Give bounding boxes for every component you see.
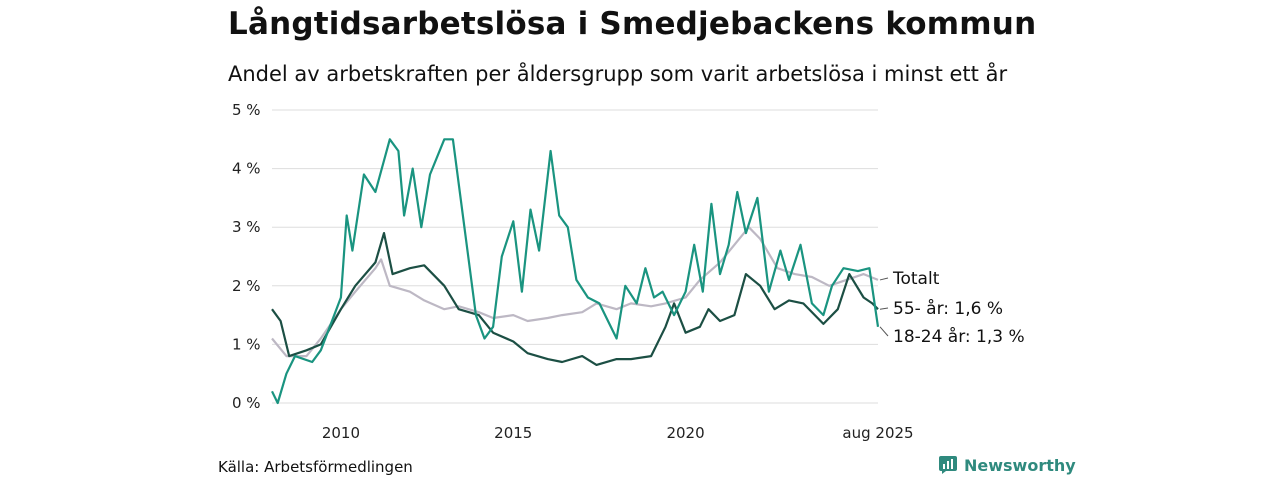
brand-name: Newsworthy <box>964 455 1076 475</box>
x-axis-ticks: 2010 2015 2020 aug 2025 <box>322 424 914 442</box>
series-line <box>271 226 879 358</box>
y-tick-label: 4 % <box>232 160 261 178</box>
x-tick-label: 2015 <box>494 424 532 442</box>
y-tick-label: 1 % <box>232 335 261 353</box>
series-lines <box>271 138 880 405</box>
y-tick-label: 3 % <box>232 218 261 236</box>
y-tick-label: 0 % <box>232 394 261 412</box>
y-axis-ticks: 0 % 1 % 2 % 3 % 4 % 5 % <box>232 101 261 412</box>
series-end-labels: Totalt 55- år: 1,6 % 18-24 år: 1,3 % <box>879 269 1025 347</box>
brand-logo[interactable]: Newsworthy <box>938 455 1076 475</box>
y-tick-label: 2 % <box>232 277 261 295</box>
series-end-label: 18-24 år: 1,3 % <box>893 326 1025 347</box>
series-end-label: Totalt <box>892 269 940 289</box>
label-leader-line <box>879 277 889 281</box>
chart-subtitle: Andel av arbetskraften per åldersgrupp s… <box>228 62 1008 86</box>
chart-title: Långtidsarbetslösa i Smedjebackens kommu… <box>228 6 1037 42</box>
series-end-label: 55- år: 1,6 % <box>893 298 1003 319</box>
x-tick-label: 2020 <box>666 424 704 442</box>
x-tick-label: aug 2025 <box>842 424 913 442</box>
label-leader-line <box>879 326 889 337</box>
series-line <box>271 232 879 366</box>
source-note: Källa: Arbetsförmedlingen <box>218 458 413 476</box>
series-line <box>271 138 880 405</box>
newsworthy-logo-icon <box>939 456 957 474</box>
gridlines <box>272 109 878 404</box>
x-tick-label: 2010 <box>322 424 360 442</box>
label-leader-line <box>879 307 889 310</box>
y-tick-label: 5 % <box>232 101 261 119</box>
line-chart: 0 %1 %2 %3 %4 %5 % 2010 2015 2020 aug 2025 … <box>232 101 1025 442</box>
